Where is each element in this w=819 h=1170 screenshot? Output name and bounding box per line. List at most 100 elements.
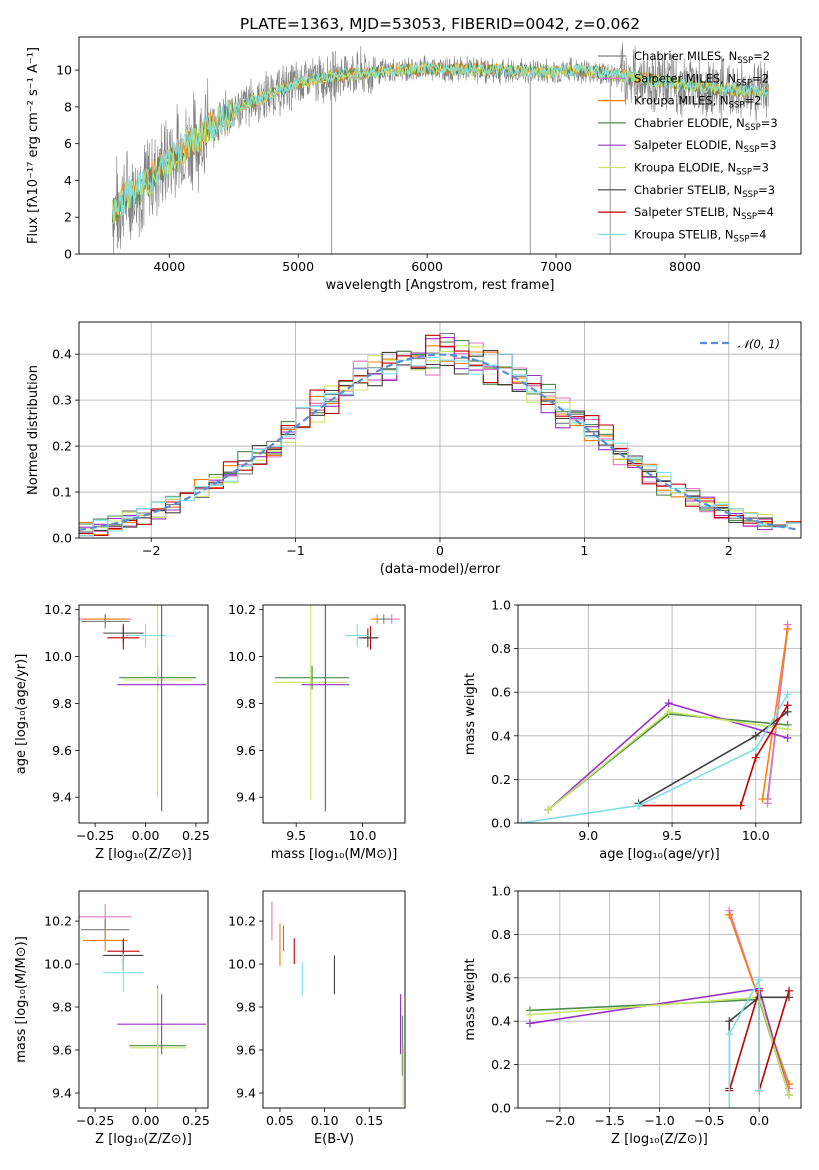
axes-frame — [78, 890, 209, 1109]
y-tick-label: 9.4 — [236, 790, 256, 805]
plot-area — [518, 620, 792, 823]
y-tick-label: 10.2 — [228, 914, 256, 929]
x-axis-label: Z [log₁₀(Z/Z⊙)] — [611, 1132, 708, 1147]
legend-entry: 𝒩(0, 1) — [738, 337, 780, 351]
x-tick-label: 0.0 — [749, 1113, 769, 1128]
x-tick-label: 0.05 — [266, 1113, 294, 1128]
y-tick-label: 9.6 — [52, 1042, 72, 1057]
axes-frame — [517, 604, 802, 824]
plot-area — [79, 903, 206, 1108]
y-tick-label: 9.6 — [52, 743, 72, 758]
x-axis-label: wavelength [Angstrom, rest frame] — [326, 278, 555, 293]
residual-histogram-panel: −2 −1 0 1 2 0.0 0.1 0.2 0.3 0.4 (data-model)/error… — [26, 321, 802, 577]
y-axis-label: mass weight — [463, 958, 478, 1040]
x-tick-label: 9.5 — [662, 828, 682, 843]
y-axis-label: Flux [fλ10⁻¹⁷ erg cm⁻² s⁻¹ A⁻¹] — [26, 47, 41, 244]
weight-series-line — [521, 693, 789, 823]
y-tick-label: 6 — [64, 136, 72, 151]
legend-entry: Kroupa MILES, NSSP=2 — [634, 94, 761, 111]
plot-area — [525, 906, 794, 1108]
y-tick-label: 10.2 — [44, 602, 72, 617]
figure-title: PLATE=1363, MJD=53053, FIBERID=0042, z=0… — [240, 15, 640, 33]
legend-entry: Chabrier ELODIE, NSSP=3 — [634, 116, 778, 133]
y-axis-label: mass [log₁₀(M/M⊙)] — [14, 936, 29, 1063]
y-tick-label: 0.2 — [52, 439, 72, 454]
y-tick-label: 10.0 — [44, 649, 72, 664]
y-tick-label: 9.6 — [236, 1042, 256, 1057]
y-tick-label: 0.8 — [491, 641, 511, 656]
y-tick-label: 0 — [64, 247, 72, 262]
y-tick-label: 1.0 — [491, 598, 511, 613]
y-tick-label: 0.6 — [491, 970, 511, 985]
plot-area — [273, 605, 400, 812]
x-tick-label: −2 — [142, 543, 160, 558]
x-tick-label: 5000 — [282, 259, 314, 274]
histogram-step-line — [79, 345, 801, 530]
x-tick-label: 9.5 — [286, 828, 306, 843]
mass-weight-vs-age-panel: 9.0 9.5 10.0 0.0 0.2 0.4 0.6 0.8 1.0 age [log₁₀(a… — [463, 598, 802, 862]
x-tick-label: 0.10 — [311, 1113, 339, 1128]
y-tick-label: 0.0 — [491, 816, 511, 831]
x-tick-label: −1.0 — [644, 1113, 674, 1128]
y-tick-label: 0.0 — [491, 1101, 511, 1116]
mass-weight-vs-metallicity-panel: −2.0 −1.5 −1.0 −0.5 0.0 0.0 0.2 0.4 0.6 0.8 1.0 Z [… — [463, 884, 802, 1147]
mass-vs-ebv-panel: 0.05 0.10 0.15 9.4 9.6 9.8 10.0 10.2 E(B-V) — [228, 890, 406, 1147]
weight-series-line — [728, 979, 760, 1108]
axes-frame — [517, 890, 802, 1109]
x-tick-label: 0.00 — [132, 828, 160, 843]
x-tick-label: 4000 — [153, 259, 185, 274]
y-tick-label: 0.1 — [52, 485, 72, 500]
weight-series-line — [638, 704, 789, 807]
y-tick-label: 2 — [64, 210, 72, 225]
x-tick-label: 2 — [725, 543, 733, 558]
y-axis-label: Normed distribution — [26, 365, 41, 495]
y-tick-label: 0.3 — [52, 393, 72, 408]
legend-entry: Kroupa STELIB, NSSP=4 — [634, 227, 766, 244]
y-tick-label: 10.0 — [228, 957, 256, 972]
y-tick-label: 9.4 — [236, 1085, 256, 1100]
age-vs-metallicity-panel: −0.25 0.00 0.25 9.4 9.6 9.8 10.0 10.2 Z [log₁₀(Z… — [14, 602, 210, 862]
x-tick-label: −0.5 — [694, 1113, 724, 1128]
axes-frame — [78, 36, 802, 255]
plot-area — [79, 332, 801, 537]
x-tick-label: −2.0 — [545, 1113, 575, 1128]
x-axis-label: age [log₁₀(age/yr)] — [599, 847, 720, 862]
x-tick-label: 0.00 — [132, 1113, 160, 1128]
weight-series-line — [761, 628, 789, 800]
legend-entry: Salpeter STELIB, NSSP=4 — [634, 205, 774, 222]
x-tick-label: 6000 — [411, 259, 443, 274]
y-axis-label: age [log₁₀(age/yr)] — [14, 654, 29, 775]
x-axis-label: mass [log₁₀(M/M⊙)] — [271, 847, 398, 862]
x-tick-label: 0.25 — [182, 1113, 210, 1128]
x-tick-label: 10.0 — [742, 828, 770, 843]
y-tick-label: 0.2 — [491, 1057, 511, 1072]
x-axis-label: Z [log₁₀(Z/Z⊙)] — [95, 1132, 192, 1147]
x-axis-label: E(B-V) — [314, 1132, 354, 1147]
legend-entry: Chabrier MILES, NSSP=2 — [634, 49, 770, 66]
age-vs-mass-panel: 9.5 10.0 9.4 9.6 9.8 10.0 10.2 mass [log₁₀(M/M⊙… — [228, 602, 406, 862]
model-fit-line — [111, 60, 769, 218]
x-tick-label: −0.25 — [76, 1113, 114, 1128]
x-tick-label: 0 — [436, 543, 444, 558]
x-axis-label: (data-model)/error — [380, 562, 501, 577]
plot-area — [79, 605, 206, 812]
y-tick-label: 9.8 — [236, 1000, 256, 1015]
y-axis-label: mass weight — [463, 673, 478, 755]
x-tick-label: 1 — [580, 543, 588, 558]
axes-frame — [262, 604, 406, 824]
histogram-step-line — [79, 353, 801, 537]
axes-frame — [78, 321, 802, 539]
x-tick-label: −1.5 — [594, 1113, 624, 1128]
plot-area — [111, 42, 769, 254]
x-tick-label: −1 — [286, 543, 304, 558]
y-tick-label: 9.8 — [236, 696, 256, 711]
y-tick-label: 0.8 — [491, 927, 511, 942]
y-tick-label: 9.6 — [236, 743, 256, 758]
y-tick-label: 0.2 — [491, 772, 511, 787]
y-tick-label: 0.0 — [52, 531, 72, 546]
spectrum-panel: 4000 5000 6000 7000 8000 0 2 4 6 8 10 wavelength [A… — [26, 36, 802, 293]
mass-vs-metallicity-panel: −0.25 0.00 0.25 9.4 9.6 9.8 10.0 10.2 Z [log₁₀(Z… — [14, 890, 210, 1147]
y-tick-label: 10.0 — [228, 649, 256, 664]
y-tick-label: 10.2 — [44, 914, 72, 929]
